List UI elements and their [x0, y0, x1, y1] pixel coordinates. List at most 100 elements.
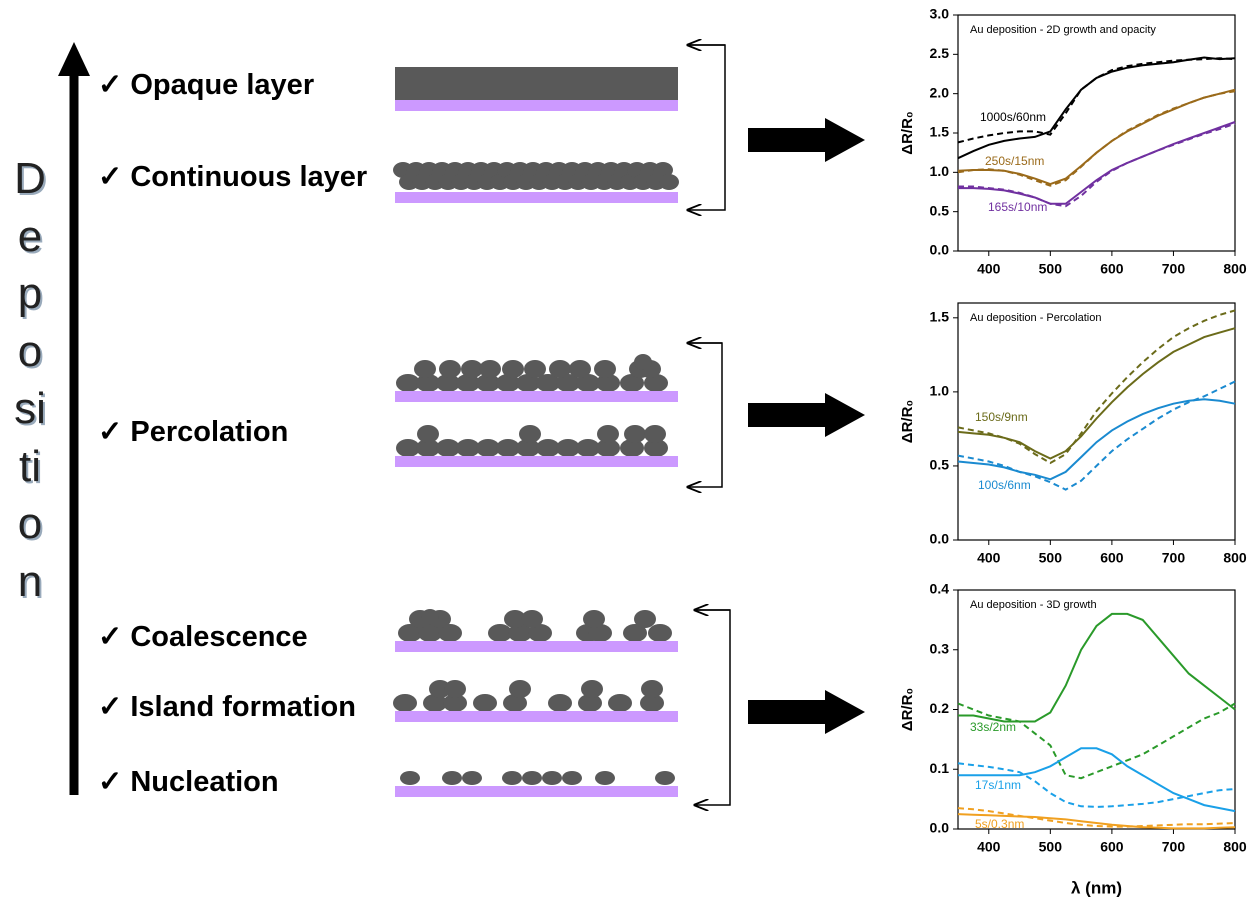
fit-line — [958, 122, 1236, 208]
grain — [620, 439, 644, 457]
grain — [476, 374, 500, 392]
x-tick-label: 700 — [1162, 550, 1186, 566]
grain — [644, 374, 668, 392]
grain — [473, 694, 497, 712]
grain — [488, 624, 512, 642]
series-label: 5s/0.3nm — [975, 817, 1024, 831]
grain — [608, 694, 632, 712]
series-label: 165s/10nm — [988, 200, 1047, 214]
substrate — [395, 456, 678, 467]
grain — [417, 425, 439, 443]
x-tick-label: 500 — [1039, 839, 1063, 855]
x-tick-label: 600 — [1100, 261, 1124, 277]
stage-label: ✓ Nucleation — [98, 766, 279, 798]
stage-label: ✓ Island formation — [98, 691, 356, 723]
brackets — [688, 44, 731, 805]
fit-line — [957, 309, 1236, 465]
data-line — [957, 398, 1236, 481]
grain — [456, 374, 480, 392]
x-tick-label: 700 — [1162, 261, 1186, 277]
grain — [653, 162, 673, 178]
grain — [416, 439, 440, 457]
chart-title: Au deposition - 2D growth and opacity — [970, 24, 1156, 36]
grain — [644, 425, 666, 443]
grain — [588, 624, 612, 642]
data-line — [957, 813, 1236, 830]
grain — [442, 771, 462, 785]
chart-title: Au deposition - Percolation — [970, 312, 1101, 324]
grain — [659, 174, 679, 190]
bracket — [695, 609, 731, 805]
grain — [569, 360, 591, 378]
series-label: 250s/15nm — [985, 154, 1044, 168]
x-tick-label: 600 — [1100, 839, 1124, 855]
series-label: 17s/1nm — [975, 778, 1021, 792]
y-tick-label: 2.5 — [930, 45, 950, 61]
bracket — [688, 44, 726, 210]
y-tick-label: 1.0 — [930, 383, 950, 399]
grain — [578, 694, 602, 712]
y-tick-label: 0.1 — [930, 760, 950, 776]
fit-line — [957, 57, 1236, 144]
y-tick-label: 0.4 — [930, 581, 950, 597]
grain — [620, 374, 644, 392]
grain — [479, 360, 501, 378]
grain — [418, 624, 442, 642]
grain — [562, 771, 582, 785]
data-line — [958, 747, 1236, 813]
grain — [655, 771, 675, 785]
plot-frame — [957, 302, 1236, 541]
big-arrow — [748, 118, 865, 162]
opaque-film — [395, 67, 678, 100]
y-tick-label: 0.2 — [930, 700, 950, 716]
grain — [396, 374, 420, 392]
grain — [444, 680, 466, 698]
grain — [648, 624, 672, 642]
substrate — [395, 192, 678, 203]
x-tick-label: 400 — [977, 261, 1001, 277]
series-label: 150s/9nm — [975, 410, 1028, 424]
grain — [519, 425, 541, 443]
grain — [624, 425, 646, 443]
grain — [594, 360, 616, 378]
grain — [416, 374, 440, 392]
deposition-label: Deposition — [14, 154, 46, 606]
grain — [542, 771, 562, 785]
grain — [508, 624, 532, 642]
y-axis-label: ΔR/R₀ — [899, 400, 916, 443]
series-label: 100s/6nm — [978, 478, 1031, 492]
stage-label: ✓ Coalescence — [98, 621, 308, 653]
grain — [438, 624, 462, 642]
grain — [524, 360, 546, 378]
x-tick-label: 400 — [977, 550, 1001, 566]
grain — [476, 439, 500, 457]
grain — [596, 439, 620, 457]
grain — [414, 360, 436, 378]
grain — [423, 694, 447, 712]
grain — [623, 624, 647, 642]
grain — [528, 624, 552, 642]
grain — [581, 680, 603, 698]
grain — [456, 439, 480, 457]
y-axis-label: ΔR/R₀ — [899, 688, 916, 731]
y-tick-label: 0.0 — [930, 242, 950, 258]
grain — [595, 771, 615, 785]
grain — [549, 360, 571, 378]
grain — [548, 694, 572, 712]
grain — [436, 374, 460, 392]
grain — [556, 439, 580, 457]
grain — [521, 610, 543, 628]
grain — [634, 610, 656, 628]
big-arrow — [748, 690, 865, 734]
grain — [522, 771, 542, 785]
fit-line — [957, 90, 1236, 187]
x-tick-label: 800 — [1223, 261, 1247, 277]
grain — [516, 439, 540, 457]
x-tick-label: 500 — [1039, 261, 1063, 277]
data-line — [957, 56, 1236, 160]
deposition-arrowhead — [58, 42, 90, 76]
y-tick-label: 2.0 — [930, 84, 950, 100]
substrate — [395, 711, 678, 722]
x-tick-label: 500 — [1039, 550, 1063, 566]
